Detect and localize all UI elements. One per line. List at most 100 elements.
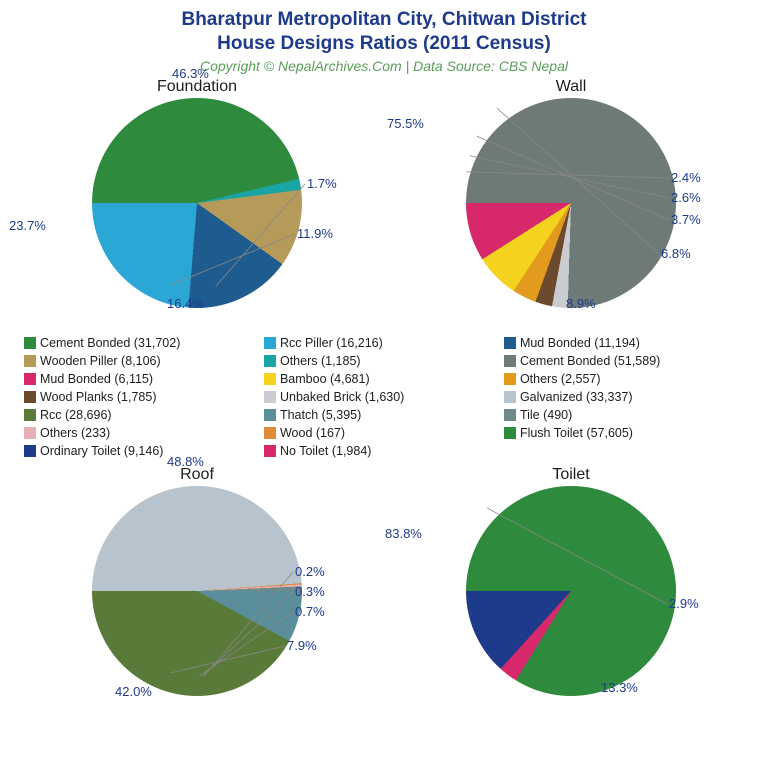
- legend-item: Mud Bonded (11,194): [504, 334, 744, 352]
- legend-text: Others (233): [40, 426, 110, 440]
- chart-roof: Roof 48.8%0.2%0.3%0.7%7.9%42.0%: [17, 466, 377, 716]
- legend-swatch: [264, 391, 276, 403]
- pie-label: 23.7%: [9, 218, 46, 233]
- chart-title-wall: Wall: [391, 78, 751, 96]
- pie-wall: [466, 98, 676, 308]
- legend-item: Cement Bonded (31,702): [24, 334, 264, 352]
- pie-label: 42.0%: [115, 684, 152, 699]
- chart-foundation: Foundation 46.3%1.7%11.9%16.4%23.7%: [17, 78, 377, 328]
- legend-text: Galvanized (33,337): [520, 390, 633, 404]
- legend-text: Others (2,557): [520, 372, 601, 386]
- pie-label: 83.8%: [385, 526, 422, 541]
- legend-swatch: [24, 427, 36, 439]
- legend-text: Cement Bonded (51,589): [520, 354, 660, 368]
- pie-foundation-wrap: [92, 98, 302, 308]
- title-line-2: House Designs Ratios (2011 Census): [217, 33, 551, 54]
- pie-label: 0.2%: [295, 564, 325, 579]
- legend: Cement Bonded (31,702) Wooden Piller (8,1…: [24, 334, 744, 460]
- legend-swatch: [504, 337, 516, 349]
- pie-label: 7.9%: [287, 638, 317, 653]
- pie-label: 2.4%: [671, 170, 701, 185]
- pie-label: 8.9%: [566, 296, 596, 311]
- legend-text: Unbaked Brick (1,630): [280, 390, 404, 404]
- pie-label: 2.9%: [669, 596, 699, 611]
- pie-label: 11.9%: [297, 226, 333, 241]
- pie-label: 0.7%: [295, 604, 325, 619]
- legend-item: Bamboo (4,681): [264, 370, 504, 388]
- charts-row-top: Foundation 46.3%1.7%11.9%16.4%23.7% Wall…: [10, 78, 758, 328]
- title-line-1: Bharatpur Metropolitan City, Chitwan Dis…: [181, 9, 586, 30]
- legend-text: No Toilet (1,984): [280, 444, 372, 458]
- legend-swatch: [504, 373, 516, 385]
- pie-label: 3.7%: [671, 212, 701, 227]
- legend-text: Wood (167): [280, 426, 345, 440]
- legend-text: Wooden Piller (8,106): [40, 354, 161, 368]
- chart-toilet: Toilet 83.8%2.9%13.3%: [391, 466, 751, 716]
- legend-swatch: [264, 409, 276, 421]
- legend-item: Tile (490): [504, 406, 744, 424]
- legend-text: Wood Planks (1,785): [40, 390, 157, 404]
- pie-label: 2.6%: [671, 190, 701, 205]
- pie-label: 46.3%: [172, 66, 209, 81]
- legend-swatch: [24, 337, 36, 349]
- legend-text: Cement Bonded (31,702): [40, 336, 180, 350]
- legend-column: Mud Bonded (11,194) Cement Bonded (51,589…: [504, 334, 744, 460]
- legend-item: Mud Bonded (6,115): [24, 370, 264, 388]
- legend-text: Others (1,185): [280, 354, 361, 368]
- legend-swatch: [504, 355, 516, 367]
- charts-row-bottom: Roof 48.8%0.2%0.3%0.7%7.9%42.0% Toilet 8…: [10, 466, 758, 716]
- pie-label: 1.7%: [307, 176, 337, 191]
- legend-item: Wood (167): [264, 424, 504, 442]
- legend-text: Rcc Piller (16,216): [280, 336, 383, 350]
- legend-swatch: [504, 427, 516, 439]
- legend-swatch: [24, 445, 36, 457]
- legend-text: Mud Bonded (11,194): [520, 336, 640, 350]
- legend-text: Bamboo (4,681): [280, 372, 370, 386]
- legend-item: Thatch (5,395): [264, 406, 504, 424]
- pie-roof: [92, 486, 302, 696]
- legend-swatch: [264, 427, 276, 439]
- legend-item: Cement Bonded (51,589): [504, 352, 744, 370]
- legend-text: Thatch (5,395): [280, 408, 361, 422]
- legend-item: Wooden Piller (8,106): [24, 352, 264, 370]
- legend-item: Flush Toilet (57,605): [504, 424, 744, 442]
- pie-foundation: [92, 98, 302, 308]
- pie-label: 75.5%: [387, 116, 424, 131]
- legend-swatch: [264, 337, 276, 349]
- legend-column: Cement Bonded (31,702) Wooden Piller (8,1…: [24, 334, 264, 460]
- legend-item: Rcc Piller (16,216): [264, 334, 504, 352]
- legend-text: Flush Toilet (57,605): [520, 426, 633, 440]
- legend-item: No Toilet (1,984): [264, 442, 504, 460]
- legend-swatch: [504, 409, 516, 421]
- pie-roof-wrap: [92, 486, 302, 696]
- legend-item: Ordinary Toilet (9,146): [24, 442, 264, 460]
- legend-swatch: [264, 373, 276, 385]
- legend-text: Mud Bonded (6,115): [40, 372, 153, 386]
- legend-swatch: [264, 355, 276, 367]
- subtitle: Copyright © NepalArchives.Com | Data Sou…: [10, 58, 758, 74]
- legend-swatch: [24, 373, 36, 385]
- legend-swatch: [264, 445, 276, 457]
- pie-toilet: [466, 486, 676, 696]
- legend-swatch: [24, 355, 36, 367]
- legend-text: Ordinary Toilet (9,146): [40, 444, 163, 458]
- chart-title-toilet: Toilet: [391, 466, 751, 484]
- legend-text: Rcc (28,696): [40, 408, 112, 422]
- chart-wall: Wall 75.5%2.4%2.6%3.7%6.8%8.9%: [391, 78, 751, 328]
- legend-item: Others (1,185): [264, 352, 504, 370]
- legend-text: Tile (490): [520, 408, 572, 422]
- legend-item: Others (2,557): [504, 370, 744, 388]
- pie-label: 6.8%: [661, 246, 691, 261]
- legend-column: Rcc Piller (16,216) Others (1,185) Bamboo …: [264, 334, 504, 460]
- legend-item: Galvanized (33,337): [504, 388, 744, 406]
- chart-container: Bharatpur Metropolitan City, Chitwan Dis…: [0, 0, 768, 768]
- pie-label: 0.3%: [295, 584, 325, 599]
- legend-item: Rcc (28,696): [24, 406, 264, 424]
- page-title: Bharatpur Metropolitan City, Chitwan Dis…: [10, 8, 758, 56]
- legend-swatch: [24, 409, 36, 421]
- legend-item: Wood Planks (1,785): [24, 388, 264, 406]
- pie-label: 48.8%: [167, 454, 204, 469]
- pie-toilet-wrap: [466, 486, 676, 696]
- pie-wall-wrap: [466, 98, 676, 308]
- pie-label: 13.3%: [601, 680, 638, 695]
